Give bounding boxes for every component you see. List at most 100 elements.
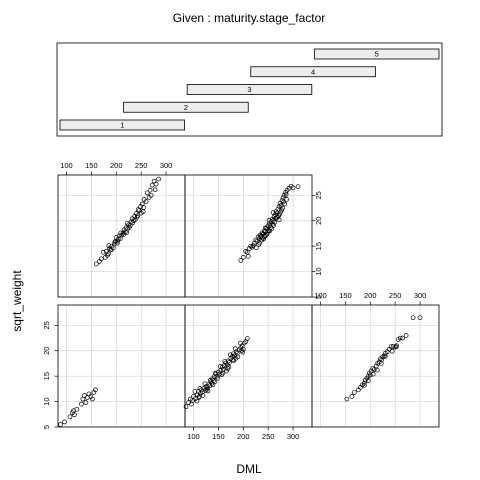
data-point xyxy=(410,315,416,321)
data-point xyxy=(93,261,99,267)
data-point xyxy=(192,389,198,394)
x-tick-label: 150 xyxy=(85,161,98,170)
data-point xyxy=(67,414,73,420)
data-point xyxy=(375,361,381,366)
data-point xyxy=(147,187,153,193)
given-bar-label-1: 1 xyxy=(120,121,124,130)
data-point xyxy=(144,190,150,196)
data-point xyxy=(58,422,63,427)
data-point xyxy=(239,348,245,354)
data-point xyxy=(290,185,296,191)
data-point xyxy=(349,394,355,399)
data-point xyxy=(361,382,367,388)
data-point xyxy=(90,396,95,402)
data-point xyxy=(361,380,367,386)
data-point xyxy=(143,199,149,204)
data-point xyxy=(83,400,89,405)
panel-stage-3 xyxy=(183,304,313,428)
data-point xyxy=(222,359,228,364)
data-point xyxy=(244,336,250,341)
given-bar-2 xyxy=(123,101,249,113)
data-point xyxy=(279,207,284,213)
data-point xyxy=(223,368,229,374)
data-point xyxy=(393,344,399,350)
data-point xyxy=(196,395,202,400)
given-bar-label-4: 4 xyxy=(311,67,315,76)
data-point xyxy=(266,217,272,223)
data-point xyxy=(417,315,423,321)
data-point xyxy=(134,214,140,220)
data-point xyxy=(240,346,246,352)
data-point xyxy=(232,346,238,352)
data-point xyxy=(270,210,276,215)
y-axis-label: sqrt_weight xyxy=(10,270,24,332)
x-tick-label: 200 xyxy=(237,432,250,441)
x-tick-label: 150 xyxy=(212,432,225,441)
data-point xyxy=(271,222,277,228)
x-tick-label: 150 xyxy=(339,291,352,300)
data-point xyxy=(256,242,262,247)
given-bar-5 xyxy=(313,48,440,60)
x-tick-label: 100 xyxy=(60,161,73,170)
data-point xyxy=(79,401,84,407)
data-point xyxy=(403,333,409,338)
data-point xyxy=(104,252,110,258)
data-point xyxy=(153,181,159,187)
data-point xyxy=(276,217,282,223)
y-tick-label: 5 xyxy=(314,295,323,299)
x-tick-label: 300 xyxy=(160,161,173,170)
given-panel: 1 2 3 4 5 xyxy=(56,42,443,137)
data-point xyxy=(370,371,376,377)
y-tick-label: 25 xyxy=(314,191,323,199)
data-point xyxy=(237,340,243,346)
data-point xyxy=(62,419,67,425)
data-point xyxy=(279,198,285,203)
y-tick-label: 10 xyxy=(42,397,51,405)
data-point xyxy=(202,381,208,387)
data-point xyxy=(378,361,384,366)
data-point xyxy=(269,226,275,232)
data-point xyxy=(218,364,223,369)
data-point xyxy=(204,387,210,392)
data-point xyxy=(72,412,77,418)
given-bar-3 xyxy=(186,84,313,95)
data-point xyxy=(379,357,385,363)
y-tick-label: 15 xyxy=(42,372,51,380)
data-point xyxy=(283,191,289,197)
data-point xyxy=(189,401,194,407)
axis-ticks: 100 150 200 250 300 5 10 15 20 25 100 150 200 250 300 1… xyxy=(42,161,426,441)
data-point xyxy=(382,353,388,359)
data-point xyxy=(277,211,282,217)
data-point xyxy=(219,372,225,377)
data-point xyxy=(74,406,80,412)
data-point xyxy=(98,256,104,262)
chart-title: Given : maturity.stage_factor xyxy=(173,11,326,25)
data-point xyxy=(226,360,232,365)
x-tick-label: 200 xyxy=(364,291,377,300)
data-point xyxy=(140,209,146,214)
data-point xyxy=(138,204,144,209)
data-point xyxy=(124,220,130,226)
data-point xyxy=(284,197,289,202)
x-tick-label: 250 xyxy=(262,432,275,441)
given-bar-4 xyxy=(250,66,376,78)
data-point xyxy=(135,207,141,212)
y-tick-label: 5 xyxy=(42,425,51,429)
data-point xyxy=(371,367,377,372)
data-point xyxy=(106,243,112,249)
data-point xyxy=(231,358,237,363)
panel-stage-5 xyxy=(311,304,440,428)
data-point xyxy=(126,225,132,230)
data-point xyxy=(262,225,268,231)
data-point xyxy=(240,255,246,260)
y-tick-label: 15 xyxy=(314,242,323,250)
panel-frame xyxy=(311,304,440,428)
data-point xyxy=(183,404,189,410)
data-point xyxy=(93,387,98,393)
data-point xyxy=(100,249,106,255)
x-tick-label: 250 xyxy=(135,161,148,170)
given-panel-frame xyxy=(56,42,443,137)
data-point xyxy=(130,220,136,226)
data-point xyxy=(194,398,200,404)
